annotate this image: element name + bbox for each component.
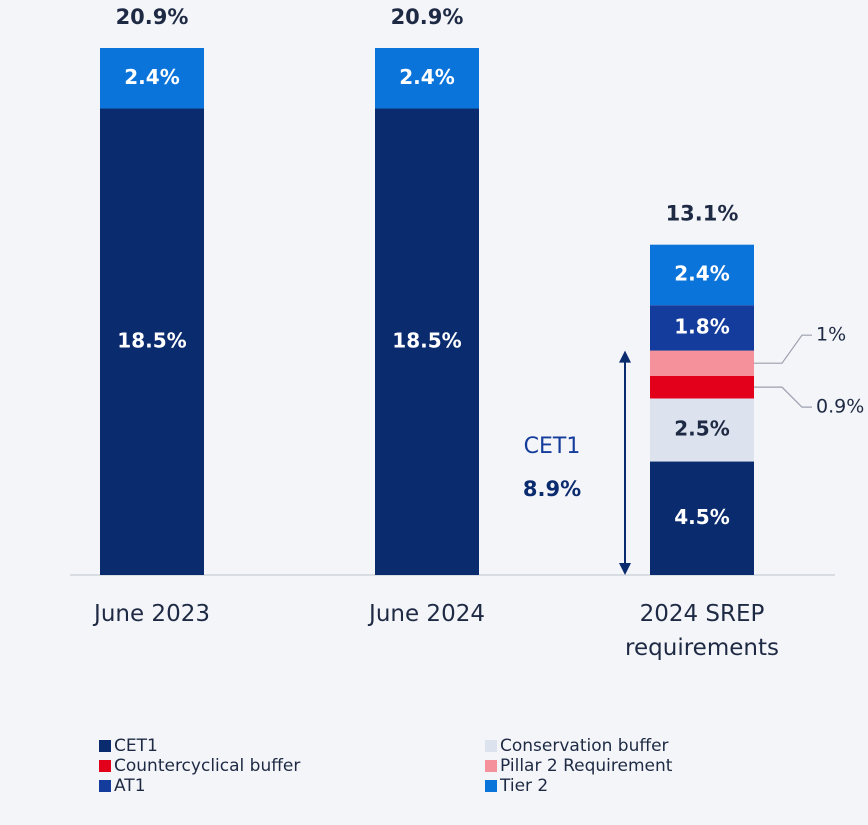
legend-item: Countercyclical buffer [99,756,300,776]
value-label: 0.9% [816,396,864,418]
legend-item: AT1 [99,776,146,796]
annotation-value: 8.9% [523,477,581,501]
legend-swatch [485,740,497,752]
bar-segment [650,350,754,376]
legend-item: Conservation buffer [485,736,669,756]
x-tick-label: June 2024 [369,601,485,627]
x-tick-label: June 2023 [94,601,210,627]
legend-label: Countercyclical buffer [114,756,301,776]
legend-item: Tier 2 [485,776,548,796]
bar-segment [375,108,479,575]
value-label: 18.5% [117,328,186,352]
legend-swatch [99,760,111,772]
legend-swatch [485,760,497,772]
annotation-label: CET1 [524,434,581,459]
value-label: 2.5% [674,417,729,441]
bar-segment [100,48,204,109]
value-label: 2.4% [674,261,729,285]
legend-label: CET1 [114,736,158,756]
bar-segment [650,375,754,399]
bar-segment [650,244,754,306]
value-label: 4.5% [674,505,729,529]
legend-item: Pillar 2 Requirement [485,756,672,776]
x-tick-label: 2024 SREP requirements [625,601,779,661]
value-label: 2.4% [124,65,179,89]
bar-segment [100,108,204,575]
legend-swatch [99,780,111,792]
legend-item: CET1 [99,736,158,756]
bar-segment [650,305,754,351]
legend-swatch [485,780,497,792]
legend-label: AT1 [114,776,146,796]
total-label: 20.9% [116,5,189,29]
arrow-head [619,350,631,363]
value-label: 1.8% [674,314,729,338]
total-label: 13.1% [666,202,739,226]
value-label: 18.5% [392,328,461,352]
bar-segment [650,398,754,462]
bar-segment [375,48,479,109]
legend-label: Tier 2 [500,776,549,796]
bar-segment [650,461,754,575]
total-label: 20.9% [391,5,464,29]
legend-label: Pillar 2 Requirement [500,756,673,776]
value-label: 2.4% [399,65,454,89]
leader-line [754,386,812,408]
value-label: 1% [816,324,846,346]
arrow-head [619,563,631,575]
legend-label: Conservation buffer [500,736,669,756]
legend-swatch [99,740,111,752]
leader-line [754,334,812,364]
